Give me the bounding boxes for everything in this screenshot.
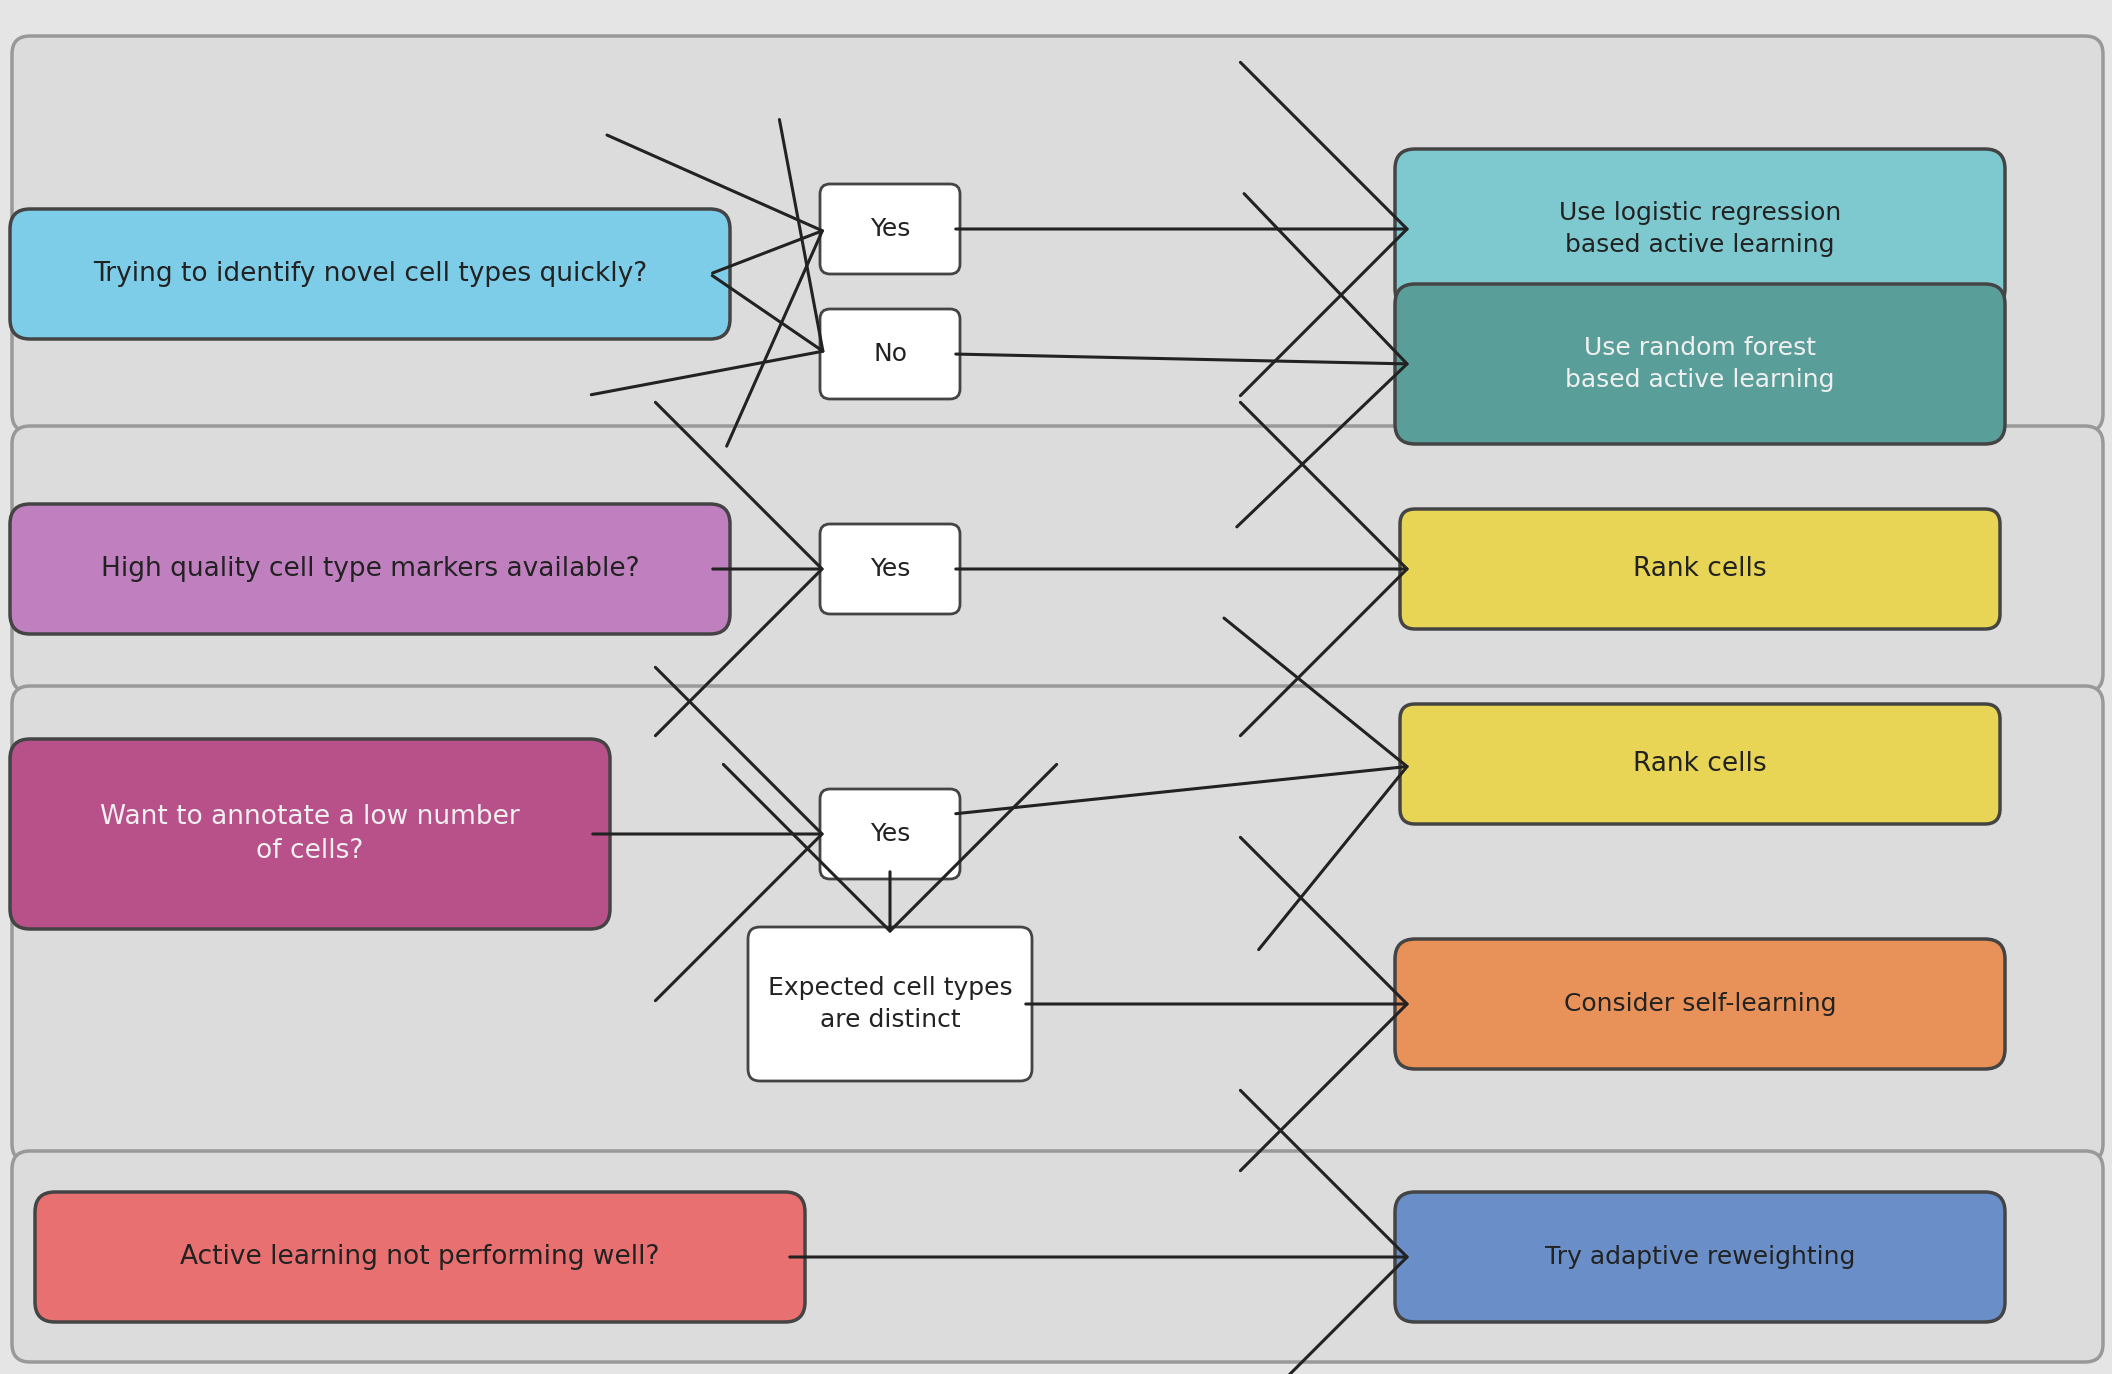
FancyBboxPatch shape bbox=[13, 426, 2104, 692]
Text: Try adaptive reweighting: Try adaptive reweighting bbox=[1544, 1245, 1854, 1270]
Text: Rank cells: Rank cells bbox=[1633, 556, 1768, 583]
FancyBboxPatch shape bbox=[13, 686, 2104, 1162]
FancyBboxPatch shape bbox=[1396, 938, 2004, 1069]
FancyBboxPatch shape bbox=[1396, 1193, 2004, 1322]
FancyBboxPatch shape bbox=[819, 789, 961, 879]
FancyBboxPatch shape bbox=[819, 523, 961, 614]
FancyBboxPatch shape bbox=[1396, 284, 2004, 444]
Text: High quality cell type markers available?: High quality cell type markers available… bbox=[101, 556, 640, 583]
FancyBboxPatch shape bbox=[748, 927, 1033, 1081]
FancyBboxPatch shape bbox=[1396, 148, 2004, 309]
FancyBboxPatch shape bbox=[11, 209, 731, 339]
FancyBboxPatch shape bbox=[11, 739, 610, 929]
Text: Trying to identify novel cell types quickly?: Trying to identify novel cell types quic… bbox=[93, 261, 646, 287]
FancyBboxPatch shape bbox=[819, 184, 961, 273]
FancyBboxPatch shape bbox=[13, 1151, 2104, 1362]
FancyBboxPatch shape bbox=[13, 36, 2104, 431]
Text: Consider self-learning: Consider self-learning bbox=[1563, 992, 1835, 1015]
Text: Use random forest
based active learning: Use random forest based active learning bbox=[1565, 337, 1835, 392]
Text: Want to annotate a low number
of cells?: Want to annotate a low number of cells? bbox=[99, 804, 520, 864]
FancyBboxPatch shape bbox=[36, 1193, 805, 1322]
FancyBboxPatch shape bbox=[1400, 703, 2000, 824]
Text: Yes: Yes bbox=[870, 822, 910, 846]
Text: Use logistic regression
based active learning: Use logistic regression based active lea… bbox=[1559, 201, 1842, 257]
Text: Yes: Yes bbox=[870, 556, 910, 581]
Text: Rank cells: Rank cells bbox=[1633, 752, 1768, 778]
FancyBboxPatch shape bbox=[1400, 508, 2000, 629]
Text: Active learning not performing well?: Active learning not performing well? bbox=[180, 1243, 659, 1270]
Text: Yes: Yes bbox=[870, 217, 910, 240]
FancyBboxPatch shape bbox=[11, 504, 731, 633]
FancyBboxPatch shape bbox=[819, 309, 961, 398]
Text: No: No bbox=[872, 342, 906, 365]
Text: Expected cell types
are distinct: Expected cell types are distinct bbox=[767, 976, 1012, 1032]
